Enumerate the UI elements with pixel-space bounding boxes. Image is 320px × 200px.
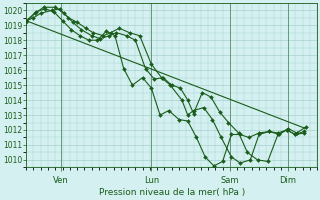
X-axis label: Pression niveau de la mer( hPa ): Pression niveau de la mer( hPa ): [99, 188, 245, 197]
